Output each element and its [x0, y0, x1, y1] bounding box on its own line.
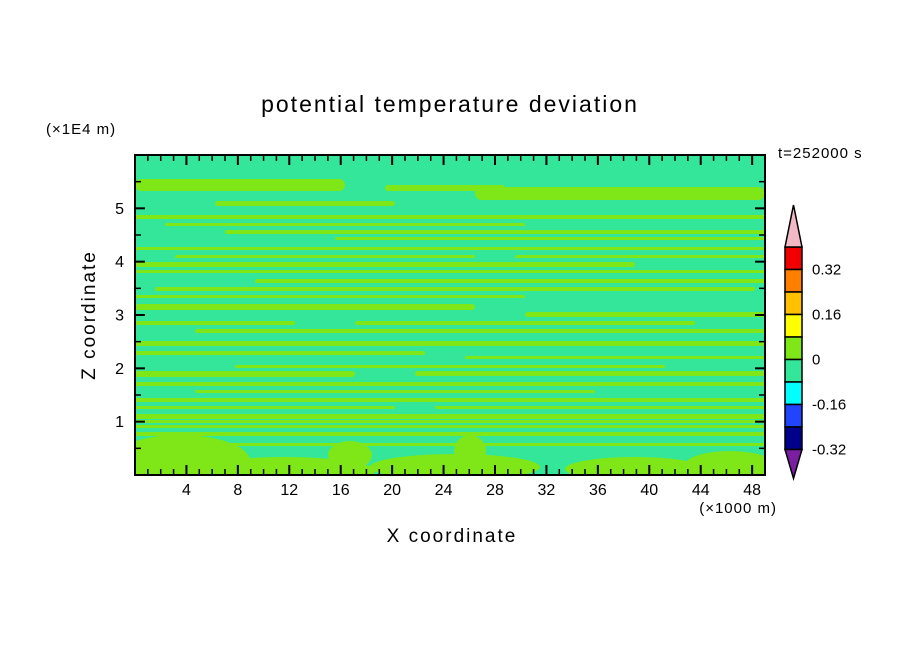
colorbar-arrow-under	[783, 448, 804, 482]
x-tick-label: 12	[280, 482, 298, 499]
x-tick-label: 28	[486, 482, 504, 499]
colorbar-band	[784, 246, 803, 271]
contour-streak	[135, 425, 765, 428]
contour-streak	[135, 262, 635, 267]
axis-ticks	[136, 156, 764, 474]
colorbar-label: 0.32	[812, 262, 841, 279]
contour-streak	[435, 406, 765, 409]
contour-streak	[135, 270, 765, 273]
contour-streak	[135, 341, 765, 346]
x-axis-label: X coordinate	[387, 526, 518, 547]
x-tick-label: 20	[383, 482, 401, 499]
x-tick-label: 32	[538, 482, 556, 499]
colorbar-band	[784, 358, 803, 383]
colorbar-arrow-over	[784, 204, 803, 248]
contour-streak	[135, 304, 475, 310]
contour-streak	[135, 406, 395, 409]
colorbar-label: -0.16	[812, 397, 846, 414]
contour-blob	[195, 457, 375, 475]
contour-streak	[175, 255, 475, 258]
contour-streak	[135, 382, 765, 386]
contour-streak	[195, 329, 765, 333]
x-tick-label: 36	[589, 482, 607, 499]
x-tick-label: 24	[435, 482, 453, 499]
colorbar-label: 0.16	[812, 307, 841, 324]
contour-streak	[135, 247, 765, 250]
contour-streak	[135, 443, 765, 446]
chart-title: potential temperature deviation	[261, 91, 639, 117]
contour-streak	[475, 187, 765, 200]
contour-streak	[135, 371, 355, 377]
contour-streak	[135, 398, 765, 402]
contour-streak	[155, 287, 755, 291]
contour-blob	[454, 435, 486, 467]
contour-streak	[355, 321, 695, 325]
contour-streak	[135, 420, 765, 423]
z-axis-unit: (×1E4 m)	[46, 121, 116, 138]
colorbar-label: 0	[812, 352, 820, 369]
x-tick-label: 16	[332, 482, 350, 499]
contour-streak	[525, 312, 765, 317]
z-tick-label: 3	[115, 308, 124, 325]
colorbar-band	[784, 403, 803, 428]
contour-streak	[385, 185, 505, 191]
colorbar-band	[784, 381, 803, 406]
colorbar-band	[784, 426, 803, 451]
contour-streak	[135, 351, 425, 355]
contour-streak	[135, 432, 765, 436]
colorbar-band	[784, 313, 803, 338]
colorbar: 0.32 0.16 0 -0.16 -0.32	[783, 204, 846, 482]
z-tick-label: 5	[115, 201, 124, 218]
colorbar-band	[784, 268, 803, 293]
contour-streak	[225, 230, 765, 234]
contour-streak	[165, 223, 525, 226]
contour-streak	[135, 414, 765, 419]
contour-streak	[255, 279, 765, 283]
z-tick-label: 1	[115, 414, 124, 431]
contour-streak	[195, 390, 595, 393]
contour-streak	[135, 179, 345, 191]
contour-blob	[370, 454, 540, 475]
contour-streak	[465, 356, 765, 359]
contour-streak	[335, 237, 765, 240]
contour-streak	[135, 215, 765, 219]
contour-streak	[515, 255, 765, 258]
x-tick-label: 40	[640, 482, 658, 499]
contour-field	[135, 155, 765, 475]
x-axis-unit: (×1000 m)	[699, 500, 777, 517]
contour-streak	[135, 321, 295, 325]
contour-streak	[235, 365, 665, 368]
x-tick-label: 44	[692, 482, 710, 499]
z-tick-label: 4	[115, 254, 124, 271]
colorbar-label: -0.32	[812, 442, 846, 459]
contour-streak	[415, 371, 765, 376]
time-label: t=252000 s	[778, 145, 863, 162]
colorbar-band	[784, 291, 803, 316]
z-axis-label: Z coordinate	[79, 250, 100, 380]
z-tick-label: 2	[115, 361, 124, 378]
plot-border	[134, 154, 766, 476]
contour-blob	[328, 441, 372, 469]
contour-streak	[135, 295, 525, 298]
x-tick-label: 4	[182, 482, 191, 499]
colorbar-band	[784, 336, 803, 361]
contour-blob	[685, 451, 765, 475]
x-tick-label: 48	[743, 482, 761, 499]
contour-blob	[565, 457, 705, 475]
contour-streak	[215, 201, 395, 206]
x-tick-label: 8	[233, 482, 242, 499]
